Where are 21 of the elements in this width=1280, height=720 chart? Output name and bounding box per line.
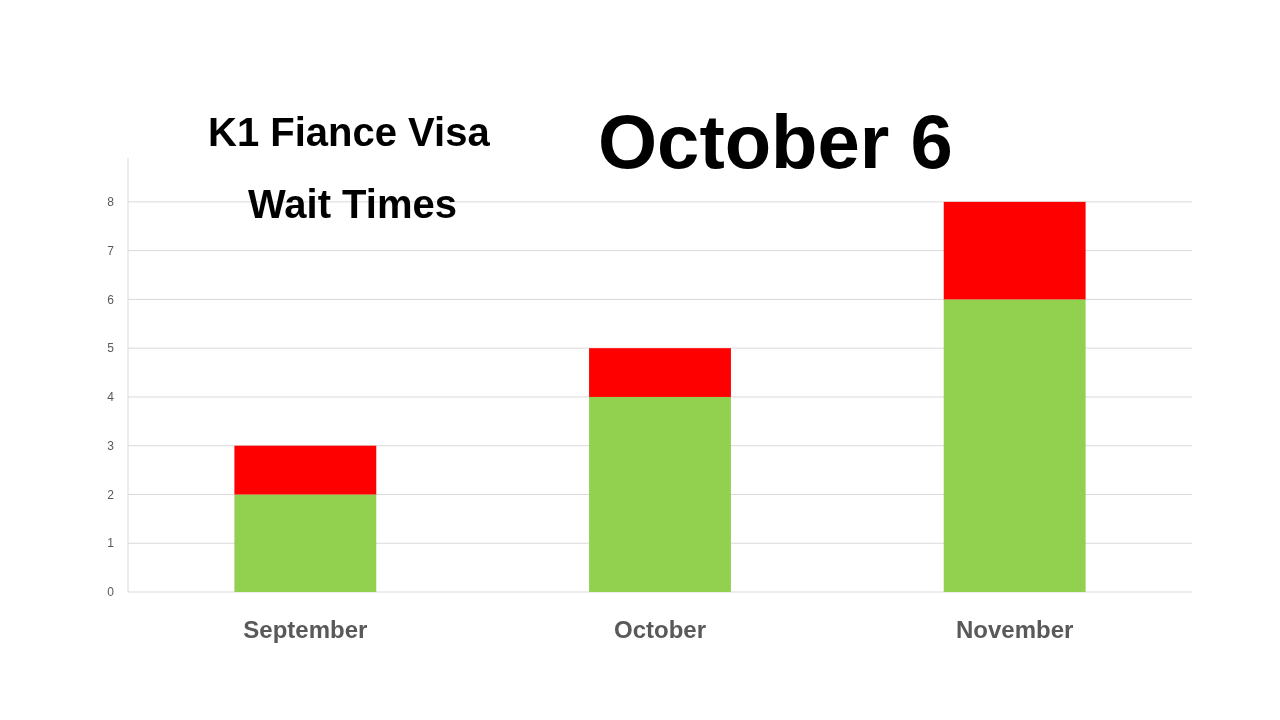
annotation: October 6 [598, 99, 953, 184]
bar [589, 396, 731, 592]
y-tick-label: 5 [107, 341, 115, 356]
x-tick-label: September [243, 616, 368, 643]
chart-title: K1 Fiance Visa [208, 110, 491, 154]
y-tick-label: 2 [107, 487, 115, 502]
bar [234, 494, 377, 592]
y-tick-label: 4 [107, 390, 115, 405]
bar [943, 299, 1086, 592]
x-tick-label: November [955, 616, 1074, 643]
y-tick-label: 0 [107, 585, 115, 600]
bar [943, 201, 1086, 300]
bar [234, 445, 377, 495]
text: Wait Times [248, 182, 457, 226]
bar [589, 348, 731, 397]
y-tick-label: 3 [107, 438, 115, 453]
x-tick-label: October [613, 616, 707, 643]
y-tick-label: 8 [107, 195, 115, 210]
y-tick-label: 1 [107, 536, 115, 551]
y-tick-label: 7 [107, 243, 115, 258]
y-tick-label: 6 [107, 292, 115, 307]
